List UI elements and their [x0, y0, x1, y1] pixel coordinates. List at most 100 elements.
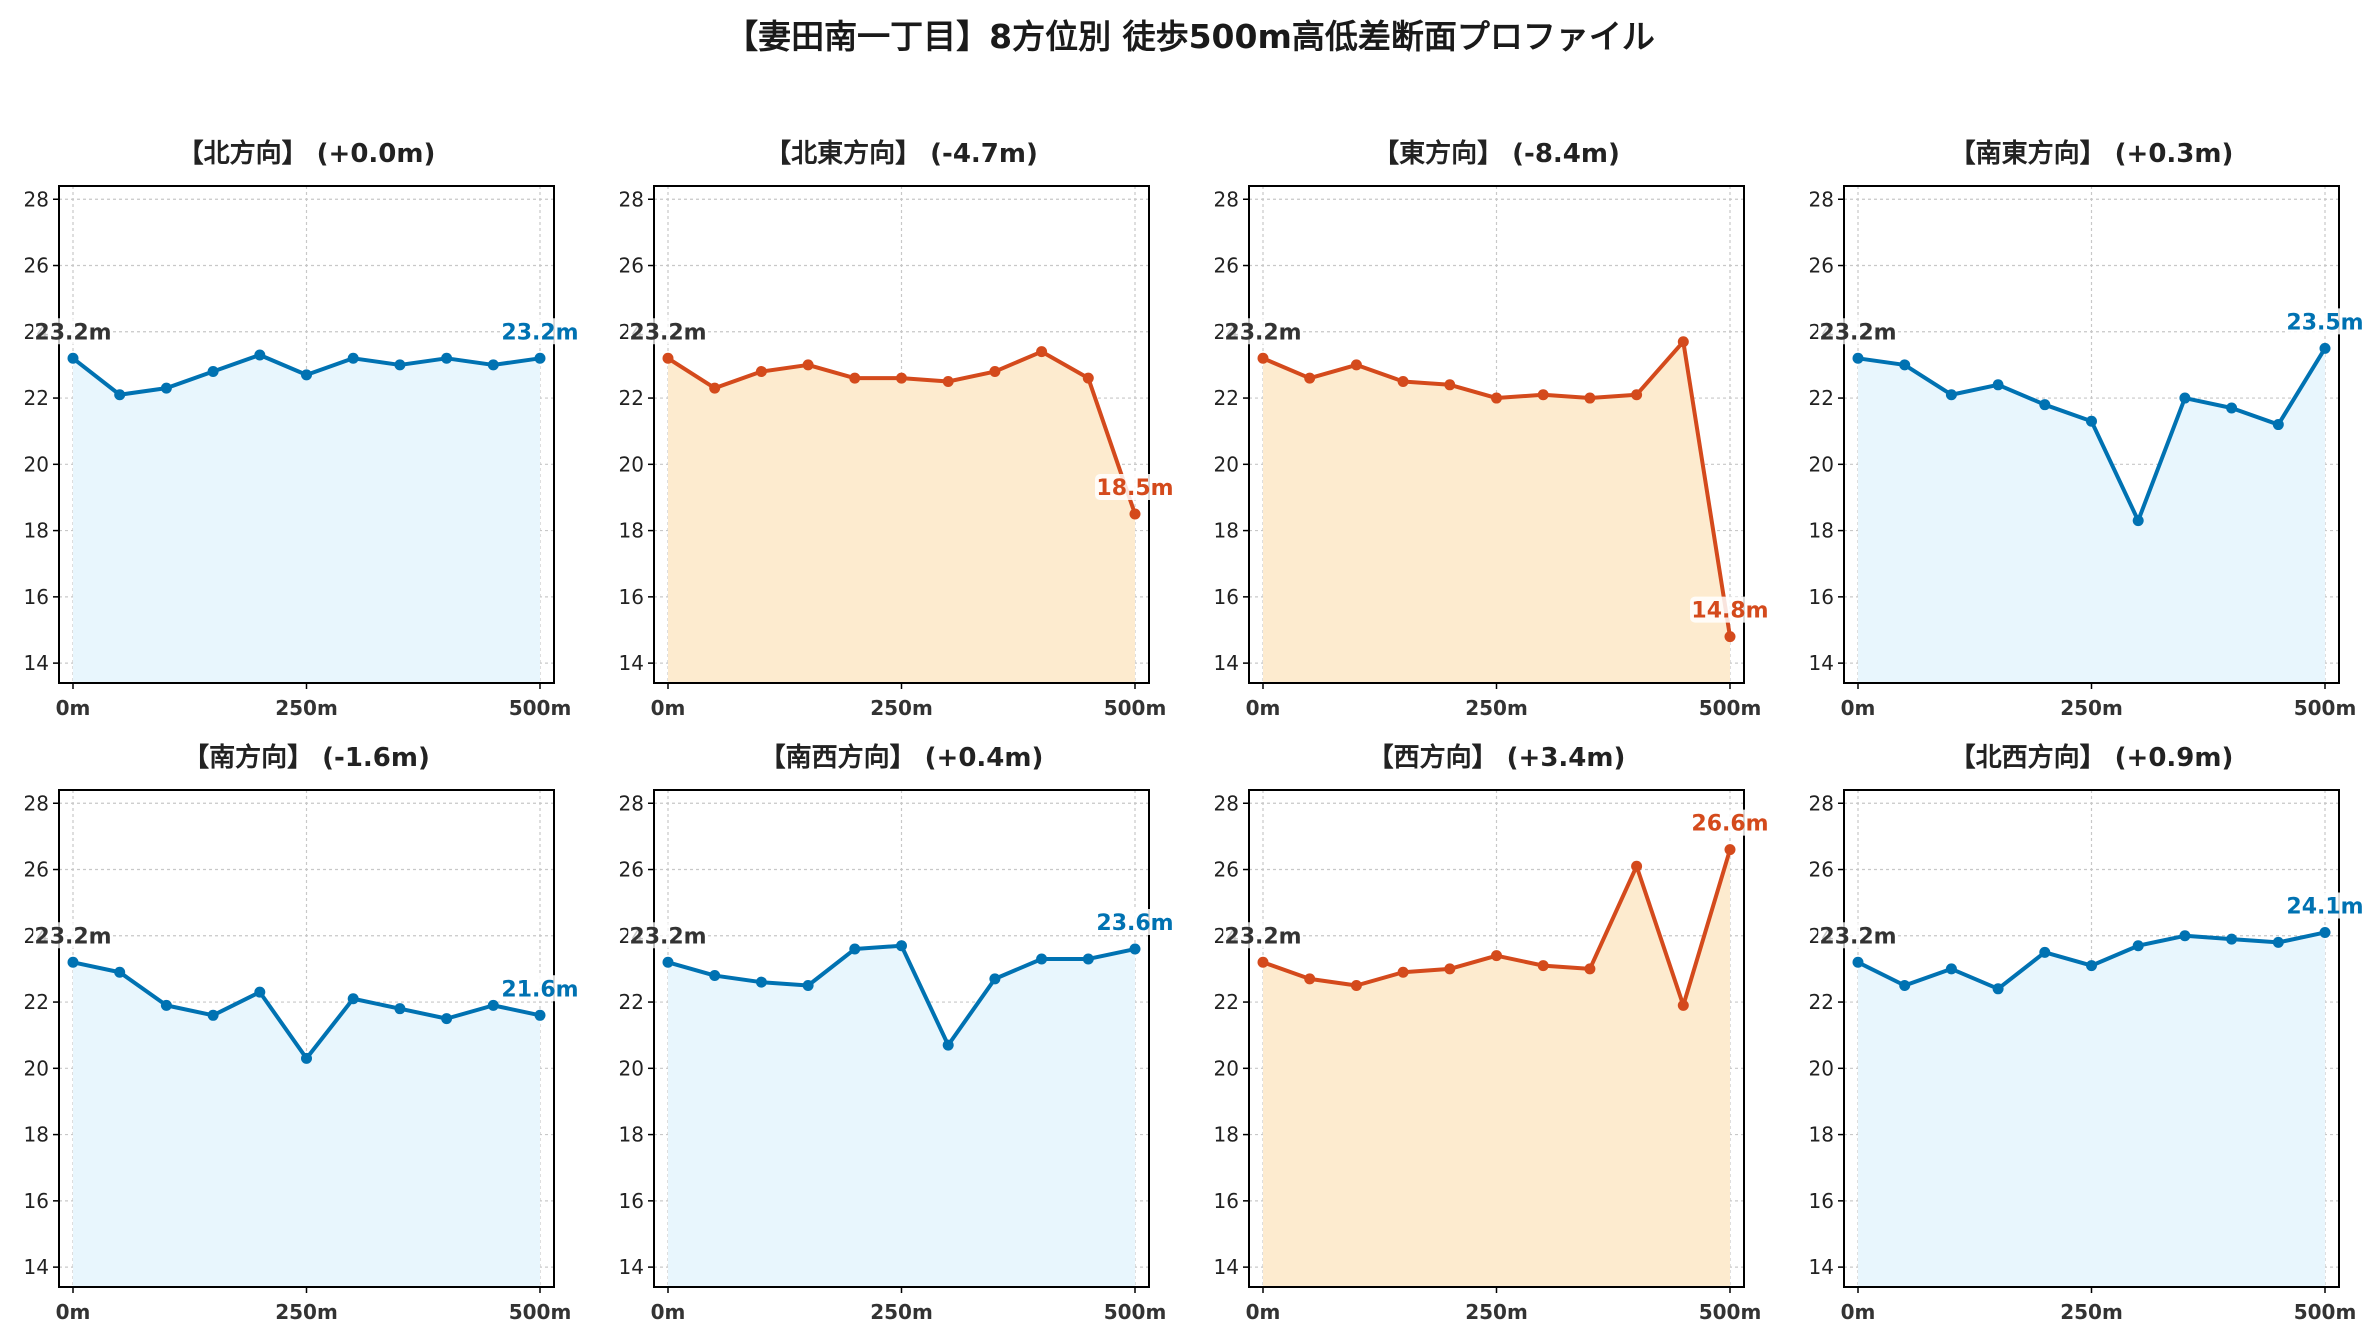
y-tick-label: 14	[1809, 1255, 1834, 1279]
data-point	[2086, 960, 2097, 972]
y-tick-label: 28	[1214, 187, 1239, 211]
data-point	[1677, 336, 1689, 348]
area-fill	[1858, 348, 2325, 683]
area-fill	[73, 354, 540, 683]
y-tick-label: 18	[1809, 1123, 1834, 1147]
data-point	[1724, 844, 1736, 856]
data-point	[1129, 508, 1141, 520]
x-tick-label: 500m	[1699, 696, 1762, 720]
start-label: 23.2m	[1819, 320, 1896, 345]
y-tick-label: 20	[1809, 1056, 1834, 1080]
y-tick-label: 28	[24, 187, 49, 211]
y-tick-label: 16	[1809, 585, 1834, 609]
start-label: 23.2m	[34, 924, 111, 949]
y-tick-label: 26	[619, 254, 644, 278]
y-tick-label: 22	[24, 386, 49, 410]
x-tick-label: 0m	[1841, 1300, 1876, 1324]
data-point	[1082, 372, 1094, 384]
data-point	[534, 1009, 546, 1021]
x-tick-label: 500m	[509, 1300, 572, 1324]
data-point	[709, 382, 721, 394]
x-tick-label: 250m	[870, 696, 933, 720]
data-point	[441, 352, 453, 364]
y-tick-label: 26	[1809, 254, 1834, 278]
data-point	[1129, 943, 1141, 955]
y-tick-label: 16	[1214, 585, 1239, 609]
area-fill	[1263, 341, 1730, 683]
x-tick-label: 500m	[1699, 1300, 1762, 1324]
data-point	[755, 366, 767, 378]
panel-title: 【北東方向】 (-4.7m)	[765, 138, 1038, 169]
x-tick-label: 250m	[2060, 696, 2123, 720]
x-tick-label: 500m	[2294, 696, 2357, 720]
y-tick-label: 26	[24, 254, 49, 278]
data-point	[662, 956, 674, 968]
data-point	[1036, 953, 1048, 965]
y-tick-label: 22	[1214, 386, 1239, 410]
y-tick-label: 28	[24, 791, 49, 815]
y-tick-label: 20	[24, 452, 49, 476]
data-point	[896, 372, 907, 384]
area-fill	[668, 351, 1135, 683]
chart-panel-5: 【南方向】 (-1.6m)14161820222426280m250m500m2…	[24, 742, 580, 1324]
data-point	[1036, 346, 1048, 358]
y-tick-label: 18	[24, 519, 49, 543]
panel-title: 【西方向】 (+3.4m)	[1368, 742, 1626, 773]
data-point	[989, 973, 1001, 985]
data-point	[347, 352, 359, 364]
end-label-bg	[2285, 308, 2365, 335]
panel-title: 【南東方向】 (+0.3m)	[1950, 138, 2234, 169]
data-point	[301, 369, 312, 381]
end-label: 23.6m	[1096, 911, 1173, 936]
y-tick-label: 18	[1809, 519, 1834, 543]
data-point	[2039, 399, 2051, 411]
area-fill	[668, 945, 1135, 1287]
data-point	[67, 956, 79, 968]
data-point	[662, 352, 674, 364]
chart-panel-3: 【東方向】 (-8.4m)14161820222426280m250m500m2…	[1214, 138, 1770, 720]
y-tick-label: 22	[1809, 386, 1834, 410]
y-tick-label: 28	[1214, 791, 1239, 815]
y-tick-label: 20	[1214, 452, 1239, 476]
data-point	[207, 366, 219, 378]
end-label: 21.6m	[501, 977, 578, 1002]
end-label-bg	[1690, 596, 1770, 623]
y-tick-label: 20	[1214, 1056, 1239, 1080]
data-point	[301, 1052, 312, 1064]
x-tick-label: 500m	[509, 696, 572, 720]
data-point	[1257, 956, 1269, 968]
data-point	[802, 979, 814, 991]
y-tick-label: 16	[619, 1189, 644, 1213]
x-tick-label: 500m	[1104, 1300, 1167, 1324]
data-point	[942, 1039, 954, 1051]
data-point	[67, 352, 79, 364]
start-label: 23.2m	[1224, 924, 1301, 949]
x-tick-label: 0m	[56, 1300, 91, 1324]
data-point	[160, 382, 172, 394]
start-label-bg	[33, 318, 113, 345]
data-point	[1537, 960, 1549, 972]
x-tick-label: 250m	[870, 1300, 933, 1324]
data-point	[1397, 375, 1409, 387]
x-tick-label: 0m	[1841, 696, 1876, 720]
panel-title: 【北方向】 (+0.0m)	[178, 138, 436, 169]
x-tick-label: 500m	[2294, 1300, 2357, 1324]
data-point	[394, 1003, 406, 1015]
chart-panel-8: 【北西方向】 (+0.9m)14161820222426280m250m500m…	[1809, 742, 2365, 1324]
data-point	[709, 970, 721, 982]
data-point	[2086, 415, 2097, 427]
data-point	[1631, 860, 1643, 872]
data-point	[1852, 352, 1864, 364]
chart-panel-2: 【北東方向】 (-4.7m)14161820222426280m250m500m…	[619, 138, 1175, 720]
y-tick-label: 22	[619, 990, 644, 1014]
y-tick-label: 16	[1214, 1189, 1239, 1213]
figure-title: 【妻田南一丁目】8方位別 徒歩500m高低差断面プロファイル	[725, 17, 1655, 56]
y-tick-label: 14	[24, 651, 49, 675]
y-tick-label: 16	[24, 585, 49, 609]
data-point	[849, 943, 861, 955]
end-label-bg	[500, 975, 580, 1002]
y-tick-label: 20	[619, 452, 644, 476]
data-point	[1491, 392, 1502, 404]
data-point	[989, 366, 1001, 378]
data-point	[2132, 515, 2144, 527]
